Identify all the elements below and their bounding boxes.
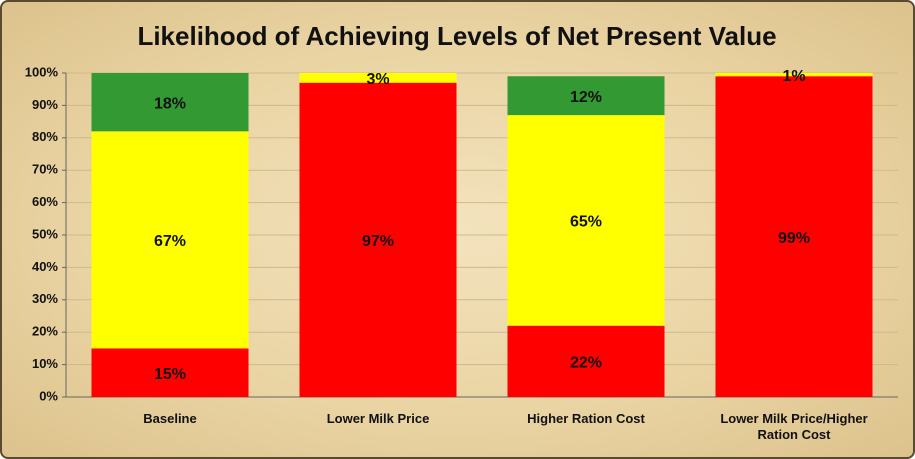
- data-label: 3%: [366, 71, 389, 88]
- data-label: 65%: [570, 214, 602, 231]
- x-tick-label: Lower Milk Price/Higher Ration Cost: [720, 411, 868, 442]
- bar-segment: [507, 115, 665, 326]
- y-tick-label: 40%: [32, 259, 58, 274]
- y-tick-label: 10%: [32, 356, 58, 371]
- x-tick-label: Higher Ration Cost: [527, 411, 645, 426]
- y-tick-label: 90%: [32, 97, 58, 112]
- data-label: 97%: [362, 233, 394, 250]
- bar-segment: [507, 76, 665, 116]
- y-tick-label: 60%: [32, 194, 58, 209]
- data-label: 22%: [570, 355, 602, 372]
- bar-segment: [507, 325, 665, 397]
- x-tick-label: Baseline: [143, 411, 197, 426]
- y-tick-label: 100%: [25, 64, 59, 79]
- y-tick-label: 70%: [32, 162, 58, 177]
- bar-segment: [715, 73, 873, 77]
- chart-title: Likelihood of Achieving Levels of Net Pr…: [137, 21, 776, 51]
- data-label: 1%: [782, 68, 805, 85]
- data-label: 67%: [154, 233, 186, 250]
- bar-segment: [91, 348, 249, 397]
- bar-segment: [299, 73, 457, 83]
- bar-segment: [715, 76, 873, 398]
- bar-segment: [91, 131, 249, 349]
- x-tick-label: Lower Milk Price: [326, 411, 430, 426]
- bar-segment: [299, 82, 457, 397]
- y-tick-label: 20%: [32, 324, 58, 339]
- data-label: 18%: [154, 95, 186, 112]
- y-tick-label: 50%: [32, 226, 58, 241]
- data-label: 99%: [778, 230, 810, 247]
- y-tick-label: 80%: [32, 129, 58, 144]
- y-tick-label: 30%: [32, 291, 58, 306]
- data-label: 15%: [154, 366, 186, 383]
- data-label: 12%: [570, 89, 602, 106]
- y-tick-label: 0%: [39, 388, 58, 403]
- bar-segment: [91, 73, 249, 132]
